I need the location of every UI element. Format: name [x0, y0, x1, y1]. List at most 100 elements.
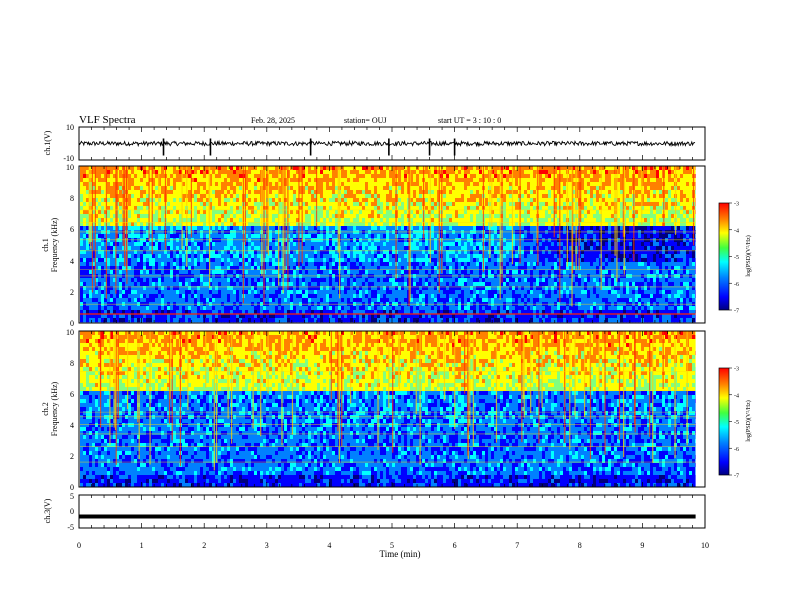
spectrogram-cell: [254, 194, 257, 198]
spectrogram-cell: [173, 238, 176, 242]
spectrogram-cell: [80, 186, 83, 190]
spectrogram-cell: [254, 226, 257, 230]
spectrogram-cell: [449, 234, 452, 238]
spectrogram-cell: [254, 294, 257, 298]
spectrogram-cell: [404, 314, 407, 318]
spectrogram-cell: [419, 190, 422, 194]
spectrogram-cell: [350, 174, 353, 178]
spectrogram-cell: [425, 198, 428, 202]
spectrogram-cell: [215, 174, 218, 178]
spectrogram-cell: [326, 298, 329, 302]
spectrogram-cell: [449, 282, 452, 286]
spectrogram-cell: [167, 238, 170, 242]
spectrogram-cell: [200, 202, 203, 206]
spectrogram-cell: [377, 282, 380, 286]
spectrogram-cell: [362, 218, 365, 222]
spectrogram-cell: [350, 166, 353, 170]
spectrogram-cell: [350, 258, 353, 262]
spectrogram-cell: [236, 318, 239, 322]
spectrogram-cell: [332, 214, 335, 218]
spectrogram-cell: [284, 282, 287, 286]
spectrogram-cell: [224, 318, 227, 322]
spectrogram-cell: [269, 202, 272, 206]
spectrogram-cell: [167, 190, 170, 194]
spectrogram-cell: [98, 314, 101, 318]
spectrogram-cell: [371, 166, 374, 170]
spectrogram-cell: [98, 258, 101, 262]
spectrogram-cell: [329, 214, 332, 218]
spectrogram-cell: [419, 282, 422, 286]
spectrogram-cell: [164, 298, 167, 302]
spectrogram-cell: [368, 210, 371, 214]
spectrogram-cell: [323, 294, 326, 298]
spectrogram-cell: [161, 278, 164, 282]
spectrogram-cell: [404, 178, 407, 182]
spectrogram-cell: [206, 298, 209, 302]
spectrogram-cell: [206, 226, 209, 230]
spectrogram-cell: [257, 306, 260, 310]
spectrogram-cell: [173, 254, 176, 258]
spectrogram-cell: [368, 290, 371, 294]
spectrogram-cell: [413, 270, 416, 274]
spectrogram-cell: [140, 226, 143, 230]
spectrogram-cell: [107, 270, 110, 274]
spectrogram-cell: [188, 290, 191, 294]
spectrogram-cell: [80, 166, 83, 170]
spectrogram-cell: [203, 262, 206, 266]
spectrogram-cell: [344, 166, 347, 170]
spectrogram-cell: [155, 306, 158, 310]
spectrogram-cell: [446, 226, 449, 230]
spectrogram-cell: [218, 262, 221, 266]
spectrogram-cell: [299, 314, 302, 318]
spectrogram-cell: [128, 202, 131, 206]
ch1-spectrogram-panel: 10 8 6 4 2 0 ch.1 Frequency (kHz): [41, 163, 705, 328]
spectrogram-cell: [200, 290, 203, 294]
spectrogram-cell: [248, 278, 251, 282]
spectrogram-cell: [137, 290, 140, 294]
spectrogram-cell: [245, 306, 248, 310]
spectrogram-cell: [446, 238, 449, 242]
spectrogram-cell: [140, 278, 143, 282]
spectrogram-cell: [218, 226, 221, 230]
spectrogram-cell: [419, 298, 422, 302]
spectrogram-cell: [347, 246, 350, 250]
spectrogram-cell: [230, 314, 233, 318]
spectrogram-cell: [341, 262, 344, 266]
spectrogram-cell: [290, 206, 293, 210]
spectrogram-cell: [293, 262, 296, 266]
spectrogram-cell: [452, 234, 455, 238]
spectrogram-cell: [155, 238, 158, 242]
spectrogram-cell: [242, 318, 245, 322]
spectrogram-cell: [380, 206, 383, 210]
spectrogram-cell: [158, 246, 161, 250]
spectrogram-cell: [446, 166, 449, 170]
spectrogram-cell: [368, 282, 371, 286]
spectrogram-cell: [392, 270, 395, 274]
spectrogram-cell: [335, 290, 338, 294]
spectrogram-cell: [356, 270, 359, 274]
spectrogram-cell: [329, 262, 332, 266]
spectrogram-cell: [371, 178, 374, 182]
spectrogram-cell: [386, 278, 389, 282]
spectrogram-cell: [230, 166, 233, 170]
spectrogram-cell: [239, 190, 242, 194]
spectrogram-cell: [398, 198, 401, 202]
spectrogram-cell: [104, 306, 107, 310]
spectrogram-cell: [173, 174, 176, 178]
spectrogram-cell: [323, 202, 326, 206]
spectrogram-cell: [443, 262, 446, 266]
spectrogram-cell: [221, 282, 224, 286]
spectrogram-cell: [137, 210, 140, 214]
spectrogram-cell: [290, 278, 293, 282]
spectrogram-cell: [362, 306, 365, 310]
spectrogram-cell: [353, 262, 356, 266]
spectrogram-cell: [272, 290, 275, 294]
spectrogram-cell: [200, 194, 203, 198]
spectrogram-cell: [356, 234, 359, 238]
spectrogram-cell: [308, 226, 311, 230]
spectrogram-cell: [227, 318, 230, 322]
spectrogram-cell: [224, 270, 227, 274]
spectrogram-cell: [140, 282, 143, 286]
spectrogram-cell: [392, 218, 395, 222]
spectrogram-cell: [365, 170, 368, 174]
